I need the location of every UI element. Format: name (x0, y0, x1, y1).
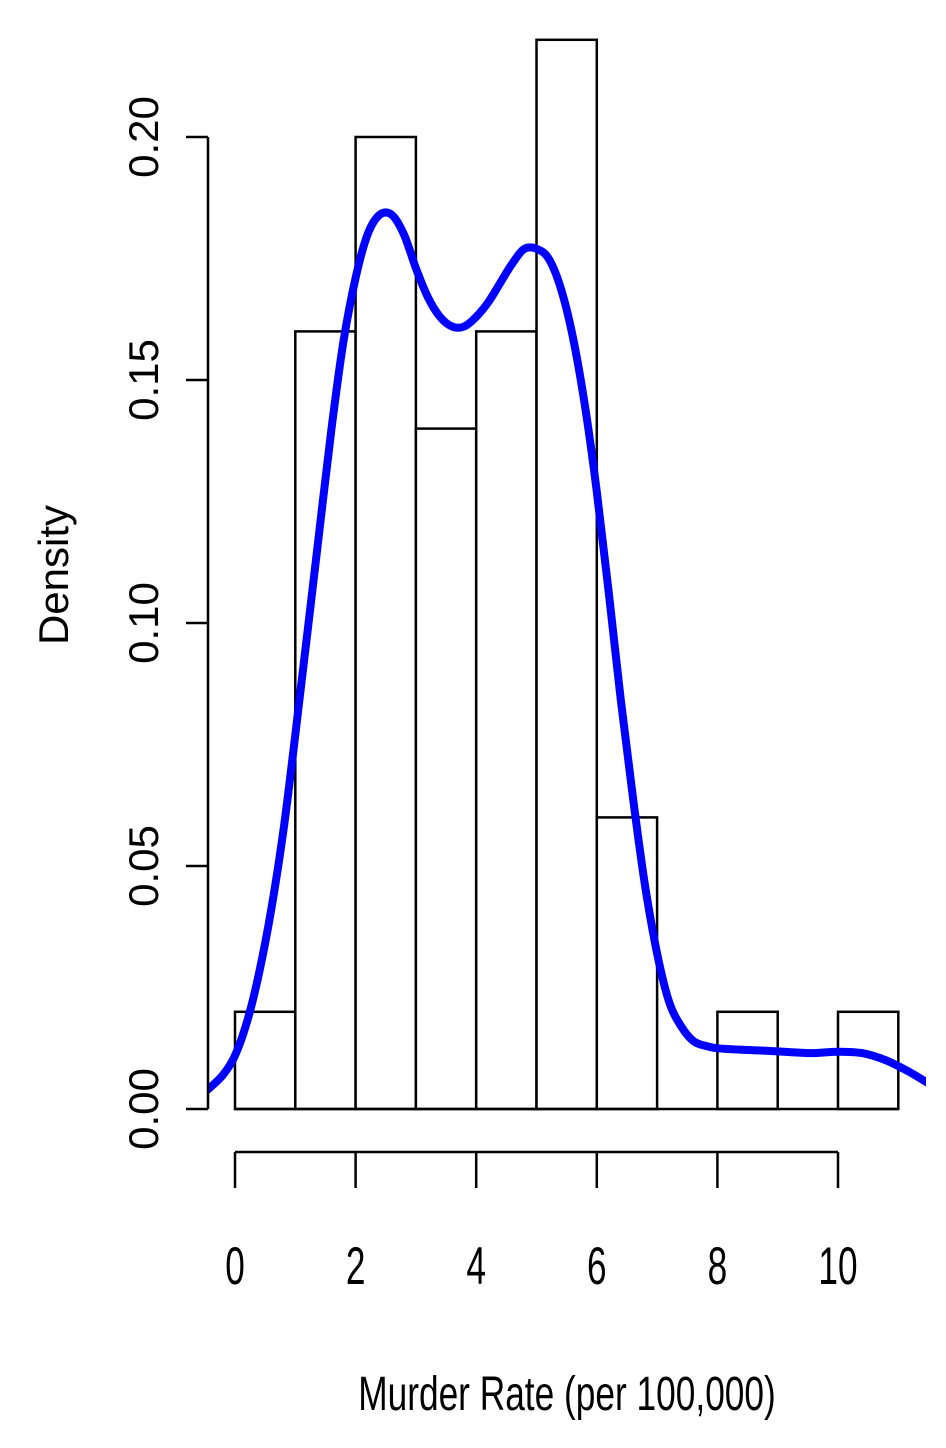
histogram-bar-2 (354, 135, 418, 1111)
x-axis-title: Murder Rate (per 100,000) (358, 1367, 776, 1421)
histogram-bars (233, 38, 900, 1111)
x-tick-label-3: 6 (587, 1236, 607, 1296)
x-tick-label-2: 4 (466, 1236, 486, 1296)
x-axis: 0 2 4 6 8 10 (225, 1150, 858, 1296)
x-tick-label-5: 10 (818, 1236, 857, 1296)
y-axis-title: Density (30, 505, 77, 645)
y-tick-label-4: 0.20 (120, 96, 167, 178)
y-tick-label-1: 0.05 (120, 825, 167, 907)
y-tick-label-2: 0.10 (120, 582, 167, 664)
histogram-bar-8 (716, 1010, 779, 1111)
x-tick-label-0: 0 (225, 1236, 245, 1296)
histogram-bar-4 (474, 330, 538, 1111)
density-curve-layer (208, 208, 926, 1094)
x-tick-label-4: 8 (708, 1236, 728, 1296)
histogram-bar-6 (595, 816, 659, 1111)
histogram-bar-3 (414, 427, 478, 1111)
y-tick-label-3: 0.15 (120, 339, 167, 421)
histogram-bar-5 (535, 38, 599, 1111)
y-axis: 0.00 0.05 0.10 0.15 0.20 (120, 96, 210, 1150)
density-curve (208, 208, 926, 1094)
y-tick-label-0: 0.00 (120, 1068, 167, 1150)
x-tick-label-1: 2 (346, 1236, 366, 1296)
